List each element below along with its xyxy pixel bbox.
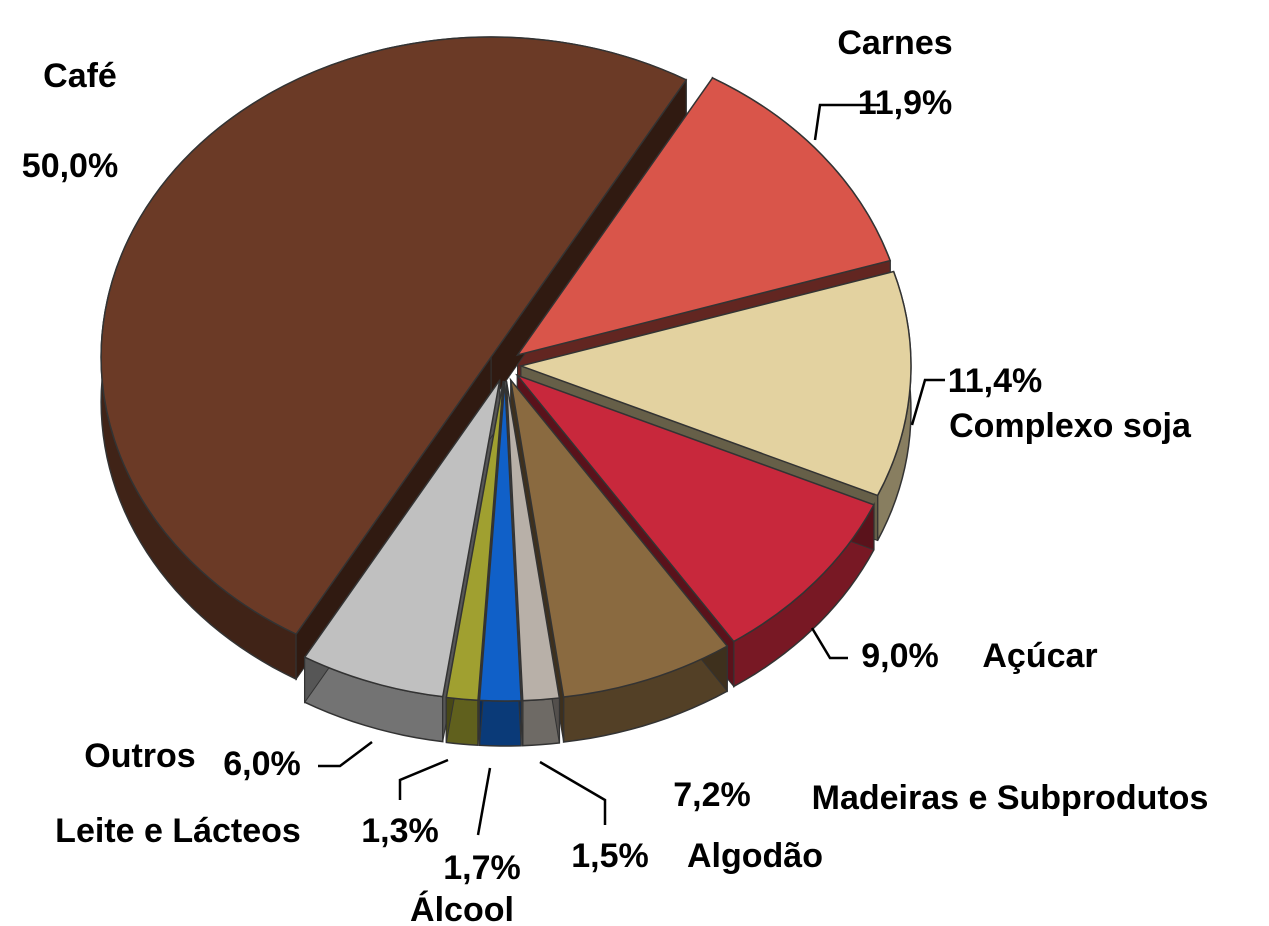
value-label: 11,4% — [948, 362, 1043, 400]
value-label: 9,0% — [861, 637, 939, 675]
category-label: Outros — [84, 737, 195, 775]
category-label: Complexo soja — [949, 407, 1192, 445]
category-label: Algodão — [687, 837, 823, 875]
category-label: Carnes — [837, 24, 952, 62]
category-label: Madeiras e Subprodutos — [812, 779, 1209, 817]
value-label: 11,9% — [858, 84, 953, 122]
category-label: Leite e Lácteos — [55, 812, 301, 850]
category-label: Álcool — [410, 891, 514, 926]
value-label: 1,5% — [571, 837, 649, 875]
category-label: Açúcar — [982, 637, 1097, 675]
value-label: 1,7% — [443, 849, 521, 887]
leader-line — [912, 380, 945, 425]
leader-line — [478, 768, 490, 835]
leader-line — [812, 628, 848, 658]
value-label: 50,0% — [22, 147, 118, 185]
slice-side — [480, 700, 522, 746]
category-label: Café — [43, 57, 117, 95]
leader-line — [318, 742, 372, 766]
value-label: 6,0% — [223, 745, 301, 783]
chart: Carnes 11,9% Complexo soja 11,4% Açúcar 9,0% M… — [0, 0, 1269, 926]
value-label: 7,2% — [673, 776, 751, 814]
value-label: 1,3% — [361, 812, 439, 850]
leader-line — [400, 760, 448, 800]
leader-line — [540, 762, 605, 825]
